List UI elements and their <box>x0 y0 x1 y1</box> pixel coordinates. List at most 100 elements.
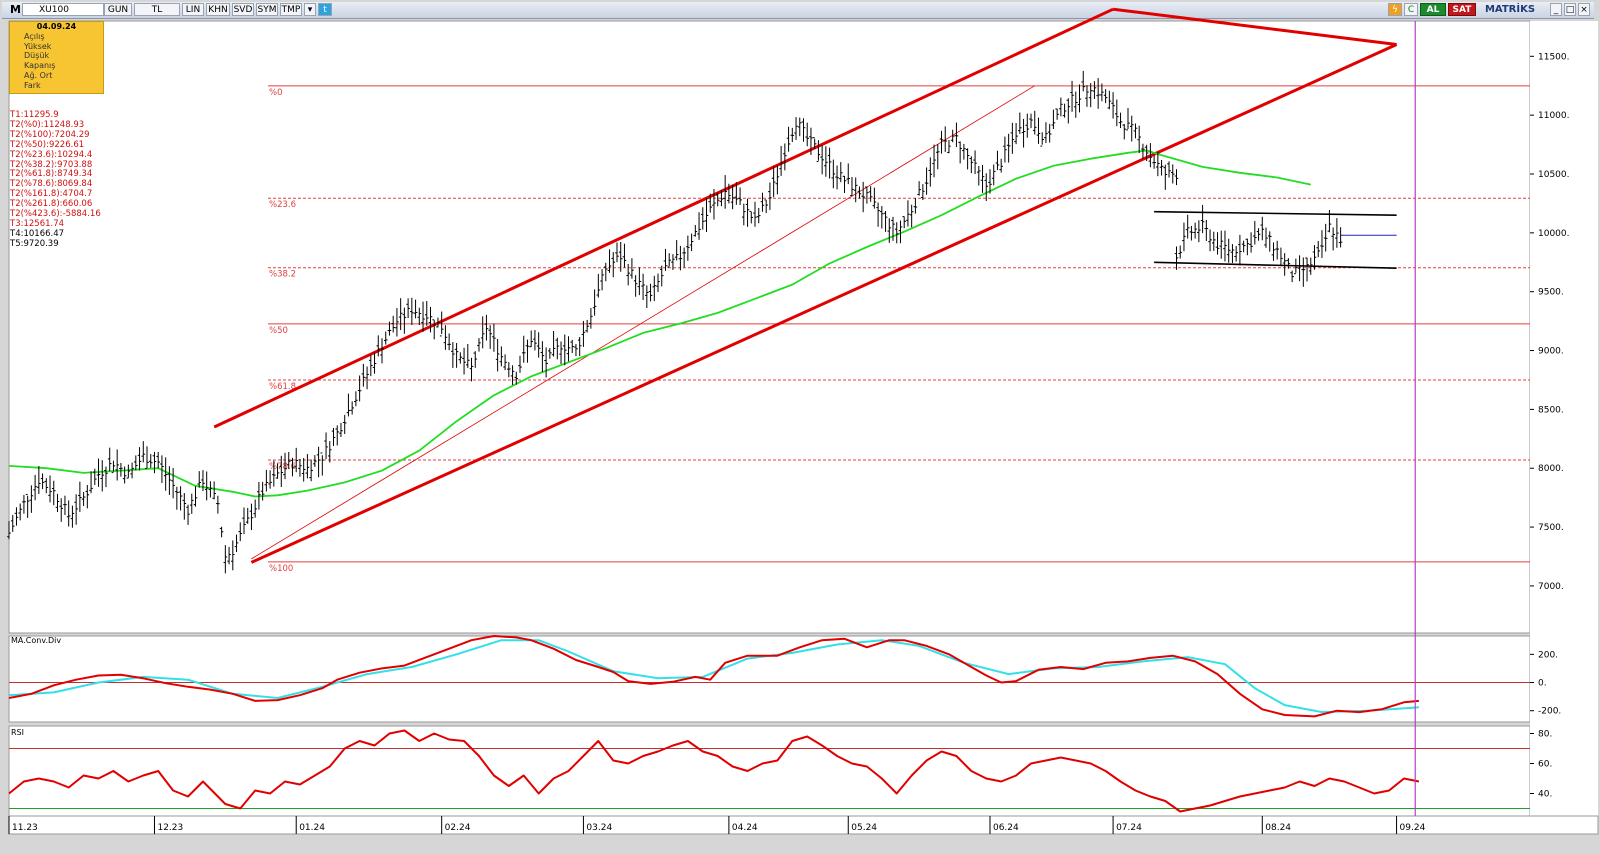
price-bar <box>656 273 660 293</box>
price-bar <box>357 375 362 402</box>
fibonacci-readout: T1:11295.9 T2(%0):11248.93 T2(%100):7204… <box>10 110 101 250</box>
price-bar <box>432 319 437 340</box>
price-bar <box>78 481 82 512</box>
price-bar <box>1025 113 1030 138</box>
rsi-line <box>8 729 1420 813</box>
price-bar <box>1226 238 1231 263</box>
price-bar <box>577 337 582 357</box>
price-axis-label: 8500. <box>1538 405 1564 415</box>
price-bar <box>589 308 593 329</box>
price-bar <box>659 265 664 287</box>
x-axis-label: 06.24 <box>993 823 1019 833</box>
price-bar <box>667 253 672 268</box>
price-bar <box>465 344 470 368</box>
price-bar <box>1018 112 1022 134</box>
price-bar <box>887 218 892 243</box>
price-bar <box>1122 124 1127 140</box>
twitter-icon[interactable]: t <box>318 3 332 16</box>
price-bar <box>756 207 761 224</box>
price-bar <box>178 486 183 511</box>
price-bar <box>991 164 996 186</box>
x-axis-label: 11.23 <box>12 823 38 833</box>
price-bar <box>622 243 627 268</box>
price-bar <box>346 393 351 417</box>
maximize-icon[interactable]: □ <box>1564 3 1576 16</box>
price-bar <box>1029 113 1033 129</box>
price-bar <box>592 289 597 316</box>
x-axis-label: 01.24 <box>299 823 325 833</box>
price-bar <box>402 307 407 334</box>
price-bar <box>1267 231 1272 252</box>
close-icon[interactable]: × <box>1578 3 1590 16</box>
price-bar <box>234 534 239 553</box>
price-bar <box>988 169 992 194</box>
toolbar: M XU100 GUN TL LIN KHN SVD SYM TMP ▾ t ϟ… <box>2 2 1594 19</box>
price-bar <box>1066 98 1071 124</box>
price-bar <box>1156 152 1160 177</box>
price-bar <box>704 198 709 232</box>
price-bar <box>1208 229 1212 252</box>
symbol-field[interactable]: XU100 <box>22 3 104 16</box>
price-bar <box>510 365 515 385</box>
svd-button[interactable]: SVD <box>232 3 254 16</box>
price-bar <box>451 342 455 368</box>
price-bar <box>1241 240 1246 253</box>
buy-button[interactable]: AL <box>1420 3 1446 16</box>
lightning-icon[interactable]: ϟ <box>1388 3 1402 16</box>
price-bar <box>294 447 299 473</box>
price-bar <box>861 181 865 213</box>
rsi-panel <box>8 725 1531 817</box>
price-bar <box>846 163 851 185</box>
macd-axis-label: -200. <box>1538 707 1561 717</box>
price-bar <box>380 338 384 364</box>
currency-button[interactable]: TL <box>134 3 180 16</box>
price-bar <box>469 357 474 382</box>
price-bar <box>134 455 138 471</box>
price-bar <box>7 521 11 540</box>
price-bar <box>182 493 187 520</box>
price-bar <box>1211 231 1216 251</box>
macd-axis-label: 200. <box>1538 650 1558 660</box>
price-bar <box>712 188 716 220</box>
price-bar <box>894 222 899 244</box>
price-bar <box>786 126 791 152</box>
x-axis-label: 08.24 <box>1265 823 1291 833</box>
price-bar <box>197 471 202 488</box>
price-bar <box>559 341 563 364</box>
price-bar <box>268 470 272 489</box>
price-bar <box>611 252 616 278</box>
price-bar <box>242 507 246 535</box>
price-bar <box>376 335 381 357</box>
price-bar <box>1275 240 1279 260</box>
price-bar <box>958 141 962 164</box>
price-bar <box>1159 159 1164 176</box>
price-bar <box>626 264 630 286</box>
price-bar <box>533 330 537 351</box>
fib-level-label: %38.2 <box>269 270 296 280</box>
minimize-icon[interactable]: _ <box>1550 3 1562 16</box>
price-bar <box>89 471 93 494</box>
range-bottom-line <box>1154 261 1397 269</box>
price-axis-label: 9000. <box>1538 347 1564 357</box>
price-bar <box>697 212 701 240</box>
period-button[interactable]: GUN <box>104 3 132 16</box>
sym-button[interactable]: SYM <box>256 3 278 16</box>
price-bar <box>495 339 500 372</box>
khn-button[interactable]: KHN <box>206 3 230 16</box>
x-axis-label: 04.24 <box>732 823 758 833</box>
price-bar <box>18 503 22 521</box>
tmp-button[interactable]: TMP <box>280 3 302 16</box>
price-bar <box>395 308 399 337</box>
x-axis-label: 05.24 <box>851 823 877 833</box>
linear-button[interactable]: LIN <box>182 3 204 16</box>
sell-button[interactable]: SAT <box>1448 3 1476 16</box>
price-bar <box>902 216 906 229</box>
price-bar <box>913 197 918 214</box>
rsi-axis-label: 80. <box>1538 730 1552 740</box>
refresh-icon[interactable]: C <box>1404 3 1418 16</box>
price-bar <box>1152 155 1156 169</box>
price-bar <box>462 347 466 375</box>
dropdown-arrow-icon[interactable]: ▾ <box>304 3 316 16</box>
